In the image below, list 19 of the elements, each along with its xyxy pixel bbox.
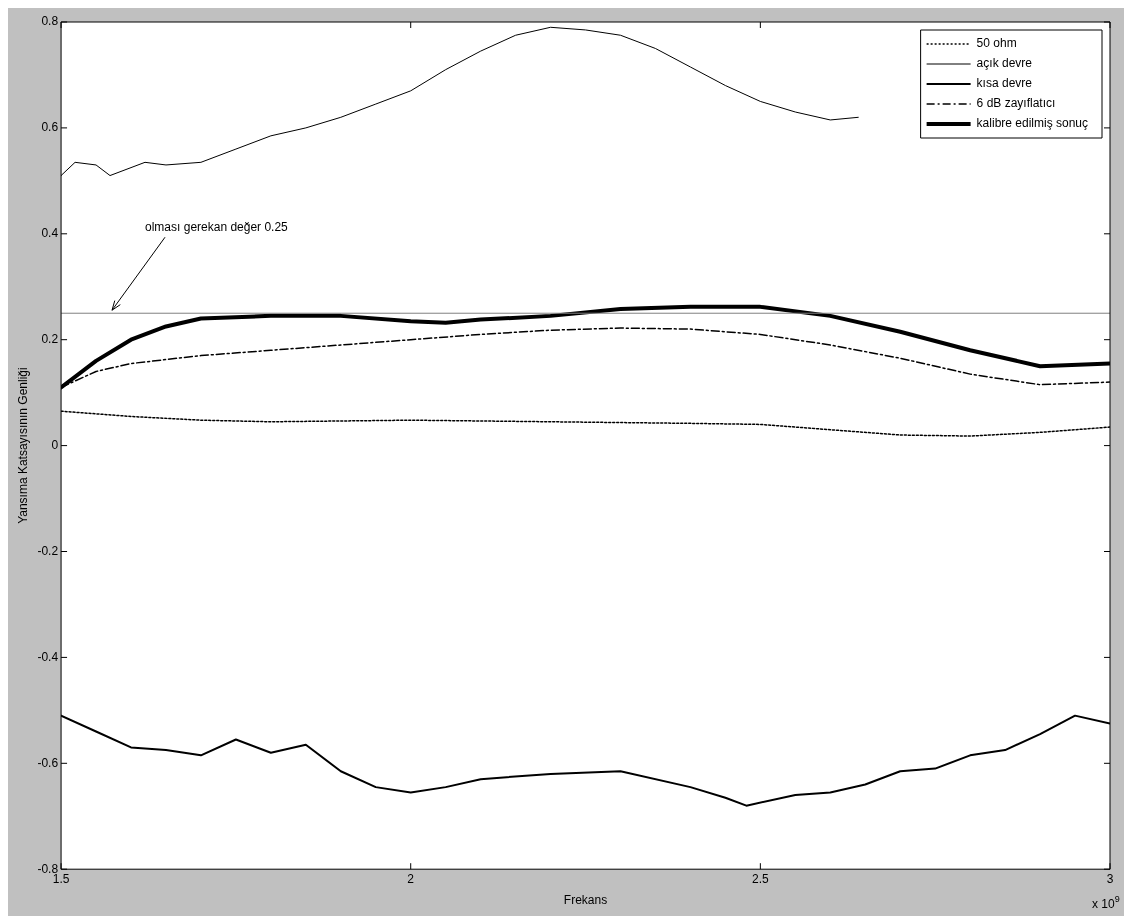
y-tick-label: 0: [51, 437, 59, 452]
y-tick-label: 0.4: [41, 226, 59, 241]
x-tick-label: 2.5: [752, 871, 770, 886]
annotation: olması gerekan değer 0.25: [145, 219, 289, 234]
y-tick-label: -0.6: [37, 755, 59, 770]
y-tick-label: 0.2: [41, 332, 59, 347]
x-tick-label: 3: [1106, 871, 1114, 886]
x-axis-title: Frekans: [563, 893, 608, 908]
y-axis-title: Yansıma Katsayısının Genliği: [15, 367, 30, 524]
y-tick-label: -0.4: [37, 649, 59, 664]
legend-label: 6 dB zayıflatıcı: [976, 96, 1056, 111]
x-tick-label: 2: [407, 871, 415, 886]
legend-label: 50 ohm: [976, 36, 1017, 51]
legend-label: açık devre: [976, 56, 1033, 71]
y-tick-label: 0.6: [41, 120, 59, 135]
legend-label: kısa devre: [976, 76, 1033, 91]
y-tick-label: 0.8: [41, 14, 59, 29]
y-tick-label: -0.2: [37, 543, 59, 558]
legend-label: kalibre edilmiş sonuç: [976, 116, 1089, 131]
